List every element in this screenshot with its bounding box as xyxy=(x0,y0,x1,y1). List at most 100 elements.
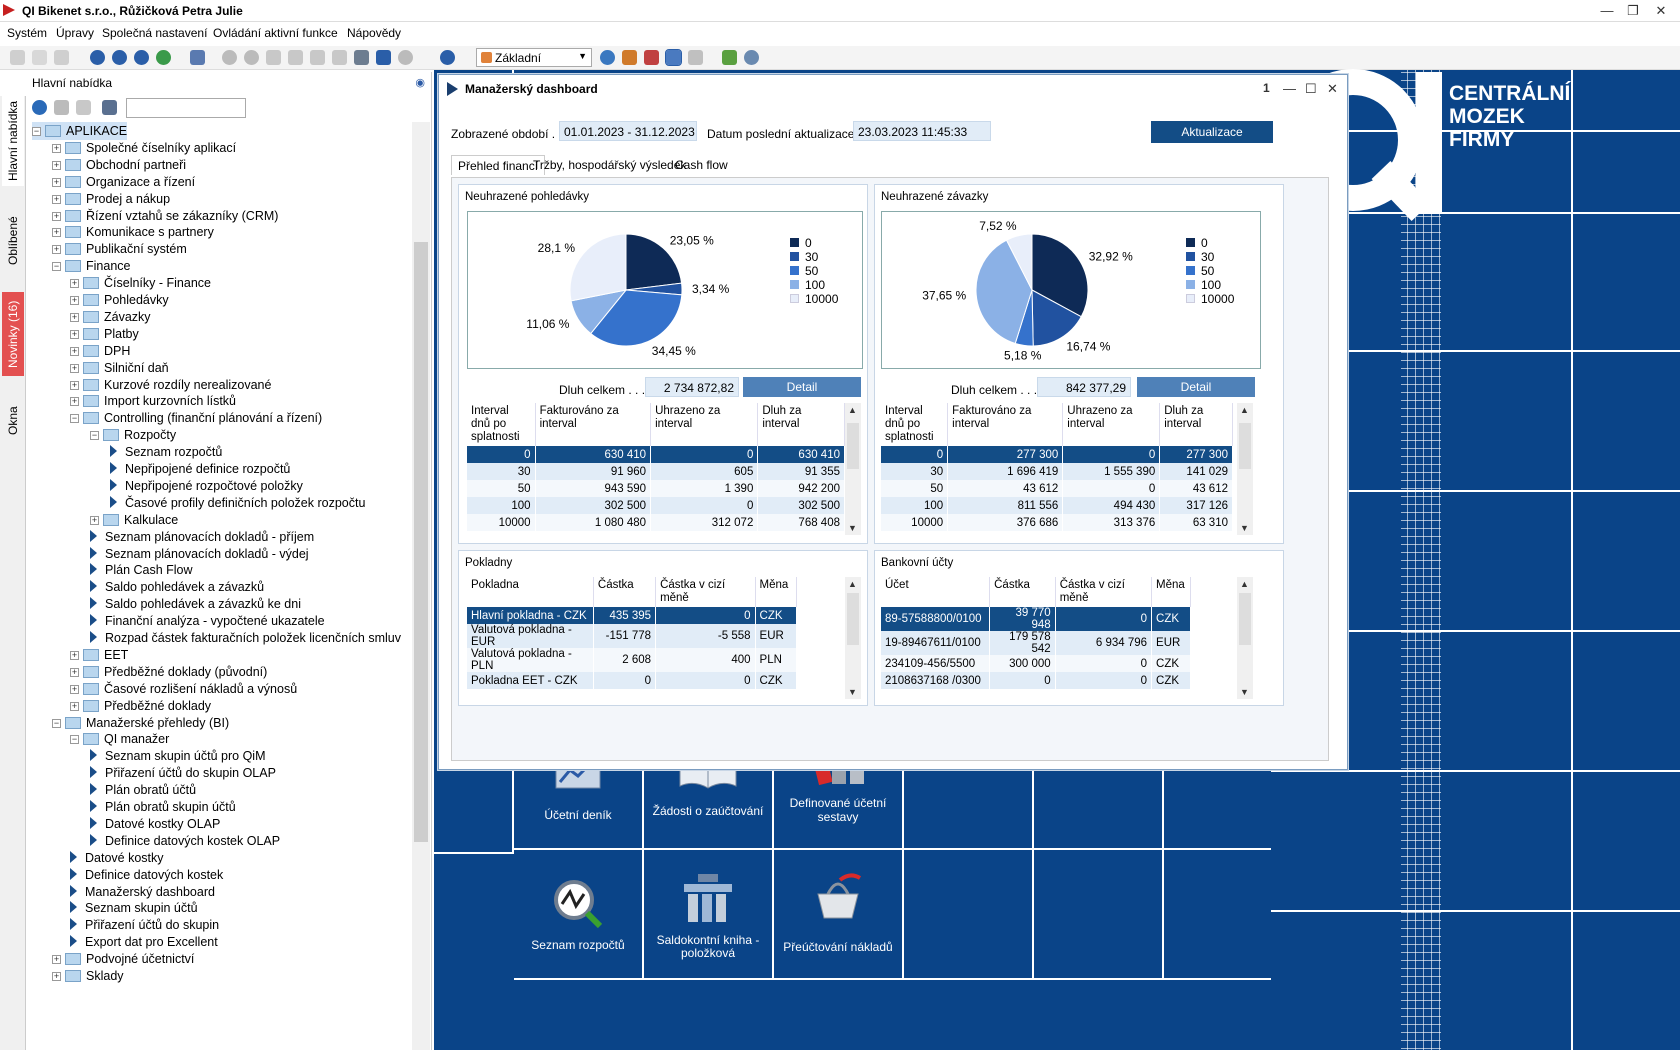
tree-folder[interactable]: − APLIKACE xyxy=(32,122,128,140)
expand-icon[interactable]: + xyxy=(70,649,79,660)
column-header[interactable]: Měna xyxy=(755,577,798,607)
nav-search-input[interactable] xyxy=(126,98,246,118)
support-icon[interactable] xyxy=(156,50,171,65)
expand-icon[interactable]: + xyxy=(70,683,79,694)
tree-folder[interactable]: + Předběžné doklady (původní) xyxy=(70,663,267,681)
tab-favorites[interactable]: Oblíbené xyxy=(6,216,20,266)
table-row[interactable]: 19-89467611/0100 179 578 542 6 934 796 EUR xyxy=(881,631,1191,655)
column-header[interactable]: Uhrazeno za interval xyxy=(1062,403,1161,446)
tree-folder[interactable]: − Controlling (finanční plánování a řízen… xyxy=(70,409,322,427)
cash-scrollbar[interactable]: ▲ ▼ xyxy=(845,577,861,699)
tree-folder[interactable]: + DPH xyxy=(70,342,130,360)
nav-scrollbar[interactable] xyxy=(412,122,430,1050)
calculator-icon[interactable] xyxy=(622,50,637,65)
expand-icon[interactable]: + xyxy=(70,666,79,677)
column-header[interactable]: Interval dnů po splatnosti xyxy=(881,403,949,446)
collapse-icon[interactable]: − xyxy=(52,717,61,728)
column-header[interactable]: Fakturováno za interval xyxy=(535,403,652,446)
tree-folder[interactable]: + Organizace a řízení xyxy=(52,173,195,191)
nav-scroll-thumb[interactable] xyxy=(414,242,428,842)
paste-icon[interactable] xyxy=(54,50,69,65)
close-button[interactable]: ✕ xyxy=(1655,3,1667,18)
period-field[interactable]: 01.01.2023 - 31.12.2023 xyxy=(559,121,697,141)
report-icon[interactable] xyxy=(644,50,659,65)
tree-folder[interactable]: − Finance xyxy=(52,257,130,275)
tab-windows[interactable]: Okna xyxy=(6,406,20,436)
expand-icon[interactable]: + xyxy=(70,700,79,711)
table-row[interactable]: 10000 1 080 480 312 072 768 408 xyxy=(467,514,845,531)
scroll-up-icon[interactable]: ▲ xyxy=(1240,579,1249,589)
tree-folder[interactable]: − Manažerské přehledy (BI) xyxy=(52,714,229,732)
tree-item[interactable]: Definice datových kostek xyxy=(70,866,223,884)
tree-folder[interactable]: + Předběžné doklady xyxy=(70,697,211,715)
tile-ledger[interactable]: Saldokontní kniha - položková xyxy=(644,850,774,980)
help-topic-icon[interactable] xyxy=(134,50,149,65)
globe-icon[interactable] xyxy=(600,50,615,65)
expand-icon[interactable]: + xyxy=(52,142,61,153)
tile-cost-reposting[interactable]: Přeúčtování nákladů xyxy=(774,850,904,980)
table-row[interactable]: 30 1 696 419 1 555 390 141 029 xyxy=(881,463,1233,480)
tree-folder[interactable]: − QI manažer xyxy=(70,730,169,748)
tree-folder[interactable]: + Publikační systém xyxy=(52,240,187,258)
tree-item[interactable]: Plán obratů účtů xyxy=(90,781,196,799)
expand-icon[interactable]: + xyxy=(70,362,79,373)
dashboard-minimize-button[interactable]: — xyxy=(1283,81,1296,96)
pie-slice[interactable] xyxy=(625,233,683,291)
tree-folder[interactable]: + Číselníky - Finance xyxy=(70,274,211,292)
payables-debt-field[interactable]: 842 377,29 xyxy=(1037,377,1131,397)
tree-item[interactable]: Saldo pohledávek a závazků ke dni xyxy=(90,595,301,613)
tree-item[interactable]: Přiřazení účtů do skupin xyxy=(70,916,219,934)
expand-icon[interactable]: + xyxy=(70,278,79,289)
tree-folder[interactable]: + Platby xyxy=(70,325,139,343)
tree-folder[interactable]: + Import kurzovních lístků xyxy=(70,392,236,410)
table-row[interactable]: Valutová pokladna - EUR -151 778 -5 558 EUR xyxy=(467,624,798,648)
expand-icon[interactable]: + xyxy=(52,244,61,255)
pie-slice[interactable] xyxy=(1031,289,1082,347)
collapse-icon[interactable]: − xyxy=(70,734,79,745)
tree-item[interactable]: Seznam skupin účtů pro QiM xyxy=(90,747,266,765)
menu-active-function[interactable]: Ovládání aktivní funkce xyxy=(213,26,338,40)
tree-item[interactable]: Plán obratů skupin účtů xyxy=(90,798,236,816)
help-context-icon[interactable] xyxy=(112,50,127,65)
tree-item[interactable]: Seznam skupin účtů xyxy=(70,899,198,917)
table-row[interactable]: 0 630 410 0 630 410 xyxy=(467,446,845,463)
pie-slice[interactable] xyxy=(1031,233,1089,318)
receivables-detail-button[interactable]: Detail xyxy=(743,377,861,397)
tile-budget-list[interactable]: Seznam rozpočtů xyxy=(514,850,644,980)
help-icon[interactable] xyxy=(90,50,105,65)
scroll-thumb[interactable] xyxy=(1239,423,1251,469)
minimize-button[interactable]: — xyxy=(1600,3,1614,18)
table-row[interactable]: 100 811 556 494 430 317 126 xyxy=(881,497,1233,514)
receivables-scrollbar[interactable]: ▲ ▼ xyxy=(845,403,861,535)
spellcheck-icon[interactable] xyxy=(332,50,347,65)
profile-select[interactable]: Základní ▼ xyxy=(476,48,592,67)
confirm-icon[interactable] xyxy=(244,50,259,65)
table-row[interactable]: Valutová pokladna - PLN 2 608 400 PLN xyxy=(467,648,798,672)
table-row[interactable]: 89-57588800/0100 39 770 948 0 CZK xyxy=(881,607,1191,631)
update-field[interactable]: 23.03.2023 11:45:33 xyxy=(853,121,991,141)
table-row[interactable]: 100 302 500 0 302 500 xyxy=(467,497,845,514)
eraser-icon[interactable] xyxy=(266,50,281,65)
tree-item[interactable]: Přiřazení účtů do skupin OLAP xyxy=(90,764,276,782)
payables-detail-button[interactable]: Detail xyxy=(1137,377,1255,397)
column-header[interactable]: Částka v cizí měně xyxy=(1055,577,1153,607)
tree-item[interactable]: Seznam rozpočtů xyxy=(110,443,222,461)
scroll-thumb[interactable] xyxy=(847,423,859,469)
expand-icon[interactable]: + xyxy=(70,295,79,305)
refresh-button[interactable]: Aktualizace xyxy=(1151,121,1273,143)
table-row[interactable]: 50 943 590 1 390 942 200 xyxy=(467,480,845,497)
column-header[interactable]: Dluh za interval xyxy=(757,403,845,446)
column-header[interactable]: Částka xyxy=(593,577,657,607)
tree-folder[interactable]: + Časové rozlišení nákladů a výnosů xyxy=(70,680,297,698)
expand-icon[interactable]: + xyxy=(70,311,79,322)
table-row[interactable]: 10000 376 686 313 376 63 310 xyxy=(881,514,1233,531)
tree-folder[interactable]: + Prodej a nákup xyxy=(52,190,170,208)
tree-item[interactable]: Seznam plánovacích dokladů - příjem xyxy=(90,528,314,546)
tree-folder[interactable]: + Závazky xyxy=(70,308,151,326)
tab-main-menu[interactable]: Hlavní nabídka xyxy=(2,96,24,186)
dashboard-close-button[interactable]: ✕ xyxy=(1327,81,1338,96)
pie-slice[interactable] xyxy=(975,239,1033,345)
import-icon[interactable] xyxy=(722,50,737,65)
tree-folder[interactable]: + Komunikace s partnery xyxy=(52,223,214,241)
settings-icon[interactable] xyxy=(440,50,455,65)
